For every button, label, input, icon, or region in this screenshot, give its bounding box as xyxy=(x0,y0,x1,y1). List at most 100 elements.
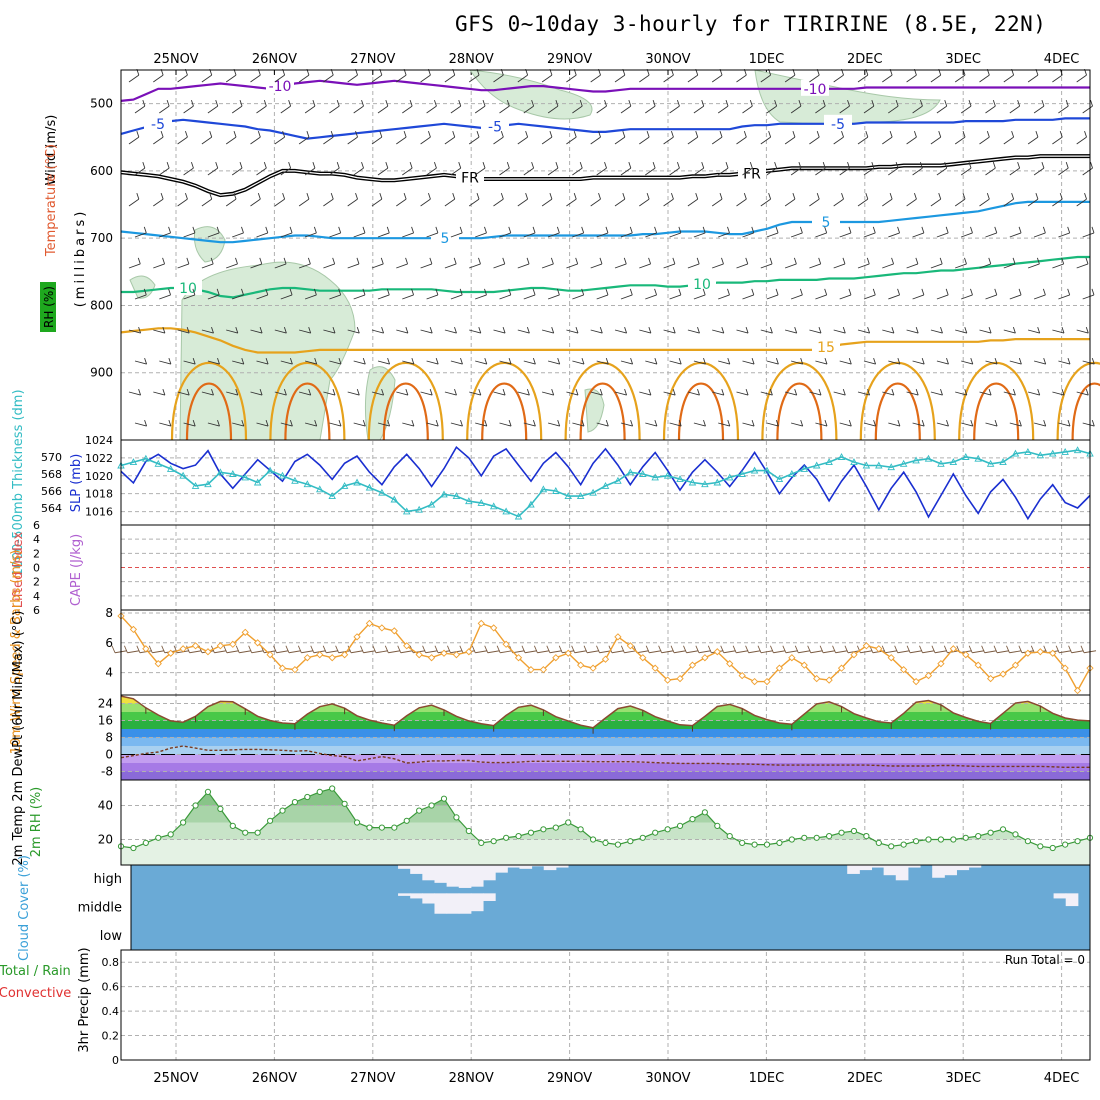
temperature-contour xyxy=(120,200,1090,244)
wind-barb-flag xyxy=(872,288,876,296)
wind-barb-flag xyxy=(1091,226,1095,234)
wind-barb-10m-flag xyxy=(981,645,986,653)
wind-barb-10m-flag xyxy=(347,645,352,653)
wind-barb-10m xyxy=(587,650,600,654)
wind-barb-flag xyxy=(721,257,724,265)
precip-tick-label: 0.8 xyxy=(102,956,120,969)
wind-speed-marker xyxy=(527,666,535,674)
wind-barb xyxy=(766,422,779,427)
wind-barb-flag xyxy=(186,388,190,396)
precip-tick-label: 0.2 xyxy=(102,1030,120,1043)
thickness-marker xyxy=(601,481,610,489)
wind-barb-flag xyxy=(994,357,998,365)
wind-barb-flag xyxy=(241,419,245,427)
rh-panel: 40 20 xyxy=(98,779,1094,866)
wind-barb-flag xyxy=(532,419,536,427)
x-tick-label-bottom: 2DEC xyxy=(847,1071,883,1086)
rh-marker xyxy=(142,839,149,847)
wind-barb xyxy=(736,136,747,145)
rh-marker xyxy=(838,829,845,836)
wind-barb-flag xyxy=(1065,99,1069,107)
wind-speed-marker xyxy=(564,649,572,657)
wind-speed-marker xyxy=(949,645,957,653)
wind-barb xyxy=(930,263,943,269)
wind-barb xyxy=(639,136,650,145)
temp-tick-label: 24 xyxy=(98,697,113,711)
thickness-marker xyxy=(639,470,647,477)
wind-speed-marker xyxy=(204,648,212,656)
wind-barb-10m-flag xyxy=(844,645,849,653)
wind-barb-10m-flag xyxy=(447,645,451,653)
wind-barb xyxy=(493,263,505,269)
wind-barb xyxy=(645,294,657,300)
thickness-marker xyxy=(452,492,461,500)
wind-barb-10m-flag xyxy=(993,645,998,653)
wind-barb-flag xyxy=(992,161,996,169)
wind-barb-flag xyxy=(142,99,146,107)
wind-barb xyxy=(760,136,771,145)
wind-barb-flag xyxy=(233,192,237,200)
wind-barb-flag xyxy=(484,419,488,427)
wind-barb-flag xyxy=(921,226,925,234)
wind-barb xyxy=(839,105,850,114)
cloud-level-label: low xyxy=(100,929,123,944)
wind-speed-marker xyxy=(129,625,138,634)
wind-barb-10m-flag xyxy=(335,645,340,653)
wind-barb-flag xyxy=(217,357,220,365)
wind-barb-10m-flag xyxy=(571,645,576,653)
wind-barb xyxy=(493,136,504,145)
wind-barb-flag xyxy=(506,161,510,169)
wind-speed-marker xyxy=(651,664,659,672)
wind-barb-flag xyxy=(940,388,943,396)
wind-barb xyxy=(347,391,360,396)
wind-barb-flag xyxy=(865,130,869,138)
wind-barb xyxy=(499,232,511,238)
diurnal-loop-inner xyxy=(481,382,528,441)
cloud-gap xyxy=(470,865,484,887)
wind-barb xyxy=(450,294,463,300)
wind-barb xyxy=(280,232,293,238)
diurnal-loop-outer xyxy=(367,362,444,441)
thickness-marker xyxy=(912,456,920,464)
temp-panel: 24 16 8 0 -8 xyxy=(98,694,1091,781)
wind-barb xyxy=(523,167,534,176)
wind-barb-10m xyxy=(375,650,388,654)
wind-barb-10m-flag xyxy=(384,645,389,653)
wind-barb-flag xyxy=(411,357,415,365)
lifted-tick-label: 2 xyxy=(33,576,40,589)
wind-barb-flag xyxy=(848,288,852,296)
wind-barb xyxy=(1058,232,1070,238)
wind-barb-flag xyxy=(551,388,555,396)
wind-barb-flag xyxy=(629,226,633,234)
slp-line xyxy=(120,445,1091,521)
wind-barb-flag xyxy=(168,288,172,296)
wind-speed-marker xyxy=(589,664,597,672)
wind-barb xyxy=(736,74,747,83)
wind-barb-flag xyxy=(652,99,656,107)
wind-barb-10m xyxy=(326,650,339,654)
temp-axis-label: 2m Temp 2m DewPt (6hr Min/Max) (°C) xyxy=(11,611,26,866)
wind-barb xyxy=(426,105,437,114)
wind-speed-marker xyxy=(552,654,560,662)
slp-tick-label: 1018 xyxy=(85,488,113,501)
wind-barb xyxy=(857,391,870,396)
wind-barb-flag xyxy=(409,161,413,169)
rh-band xyxy=(121,805,1090,823)
wind-speed-marker xyxy=(750,677,759,686)
wind-barb-flag xyxy=(721,388,725,396)
wind-barb xyxy=(1076,329,1089,334)
diurnal-loop-inner xyxy=(579,382,626,441)
wind-barb-flag xyxy=(241,357,245,365)
wind-barb-flag xyxy=(192,288,196,296)
thickness-marker xyxy=(788,470,796,477)
wind-barb xyxy=(475,422,487,427)
wind-speed-marker xyxy=(813,674,821,683)
wind-barb xyxy=(444,74,455,83)
wind-barb xyxy=(693,294,706,300)
thickness-marker xyxy=(229,470,237,477)
rh-marker xyxy=(813,834,820,841)
wind-barb-flag xyxy=(459,226,463,234)
wind-barb-flag xyxy=(1011,192,1015,200)
wind-barb-flag xyxy=(160,192,164,200)
thickness-marker xyxy=(527,500,535,508)
